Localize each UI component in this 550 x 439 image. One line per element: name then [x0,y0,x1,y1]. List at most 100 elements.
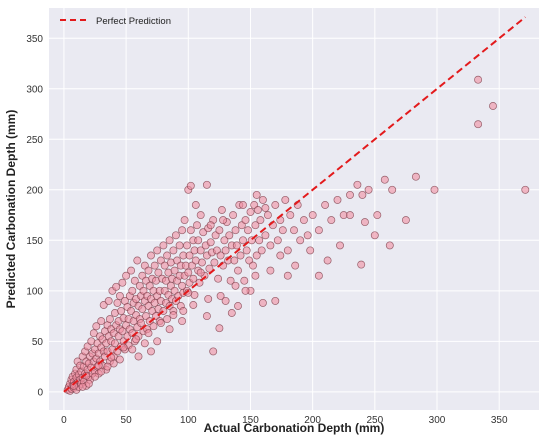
data-point [255,236,264,245]
data-point [78,382,87,391]
data-point [430,185,439,194]
y-tick-label: 250 [26,135,43,146]
data-point [291,261,300,270]
data-point [283,271,292,280]
data-point [149,322,158,331]
data-point [130,276,139,285]
data-point [244,226,252,235]
data-point [198,258,206,267]
data-point [239,201,247,209]
data-point [191,201,200,209]
data-point [314,271,323,280]
x-tick-label: 350 [491,415,508,426]
legend: Perfect Prediction [60,16,171,27]
data-point [184,268,193,277]
data-point [119,343,128,352]
data-point [150,261,159,270]
data-point [239,236,247,245]
data-point [373,211,382,220]
data-point [357,260,366,269]
data-point [360,218,369,227]
data-point [153,337,162,346]
data-point [112,282,121,291]
data-point [160,261,169,270]
data-point [252,190,261,199]
data-point [163,251,172,260]
data-point [210,258,219,267]
data-point [186,226,195,235]
data-point [286,211,295,220]
data-point [258,195,267,204]
data-point [215,226,224,235]
data-point [380,175,389,184]
data-point [273,236,282,245]
data-point [261,204,270,212]
data-point [193,221,201,230]
data-point [241,286,250,295]
data-point [229,211,238,220]
data-point [281,195,290,204]
data-point [115,291,124,300]
data-point [263,211,272,220]
data-point [241,216,250,225]
data-point [147,347,155,356]
data-point [185,251,194,260]
data-point [144,329,153,338]
data-point [110,339,119,348]
y-tick-label: 350 [26,34,43,45]
data-point [346,211,354,220]
data-point [209,347,218,356]
data-point [103,362,112,371]
data-point [165,325,174,334]
data-point [230,256,239,265]
data-point [283,246,292,255]
x-tick-label: 250 [366,415,383,426]
data-point [278,226,287,235]
data-point [266,266,275,275]
data-point [358,190,367,199]
data-point [140,339,149,348]
data-point [215,324,224,333]
data-point [137,319,145,328]
y-tick-label: 0 [37,387,43,398]
perfect-prediction-dashed-line [63,16,526,393]
data-point [411,172,420,181]
data-point [115,355,124,364]
data-point [370,231,379,240]
data-point [234,266,242,275]
data-point [321,201,330,209]
x-tick-label: 150 [242,415,259,426]
data-point [221,296,230,305]
data-point [236,251,245,260]
data-point [234,302,242,310]
data-point [353,180,362,189]
data-point [117,307,126,315]
data-point [346,190,354,199]
data-point [220,236,229,245]
data-point [290,226,298,235]
data-point [216,291,225,300]
x-tick-label: 50 [121,415,133,426]
data-point [89,329,98,338]
perfect-prediction-line [63,16,526,393]
data-point [303,231,312,240]
data-point [227,309,236,317]
data-point [127,266,136,275]
x-tick-label: 0 [61,415,67,426]
data-point [474,75,483,84]
data-point [202,180,211,189]
data-point [169,311,178,320]
data-point [333,195,342,204]
data-point [179,307,188,315]
data-point [91,372,99,381]
data-point [196,246,205,255]
data-point [296,236,305,245]
data-point [186,181,195,190]
data-point [165,236,174,245]
y-tick-label: 300 [26,84,43,95]
data-point [314,226,323,235]
data-point [84,379,93,388]
data-point [128,286,137,295]
data-point [118,278,127,287]
